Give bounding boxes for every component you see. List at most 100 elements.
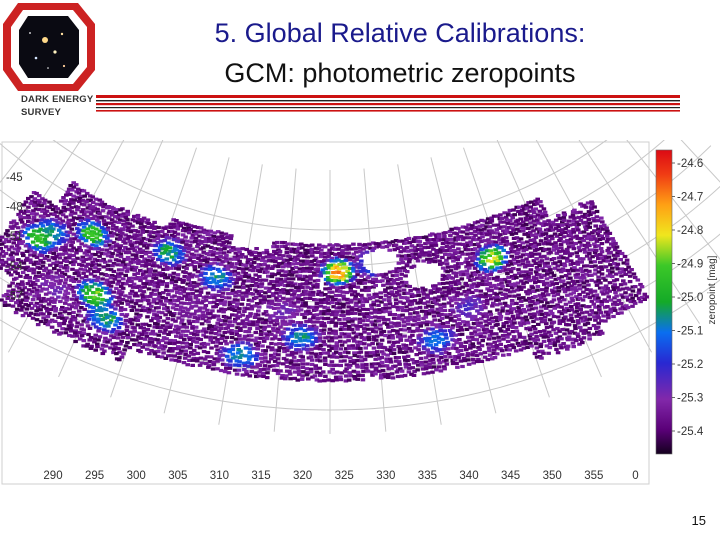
survey-tile: [80, 198, 86, 202]
survey-tile: [258, 368, 264, 372]
survey-tile: [154, 314, 160, 318]
survey-tile: [34, 291, 40, 295]
survey-tile: [108, 231, 114, 235]
survey-tile: [505, 312, 510, 316]
survey-tile: [111, 210, 116, 214]
survey-tile: [136, 335, 141, 339]
survey-tile: [394, 359, 399, 363]
survey-tile: [274, 298, 280, 302]
survey-tile: [341, 314, 346, 318]
survey-tile: [151, 261, 157, 265]
survey-tile: [132, 294, 138, 298]
survey-tile: [573, 241, 578, 246]
survey-tile: [441, 281, 446, 286]
survey-tile: [311, 290, 316, 294]
survey-tile: [445, 270, 450, 274]
survey-tile: [147, 308, 153, 312]
survey-tile: [325, 351, 331, 355]
survey-tile: [319, 252, 324, 256]
survey-tile: [303, 282, 309, 286]
survey-tile: [251, 320, 256, 324]
survey-tile: [99, 216, 104, 220]
survey-tile: [61, 196, 66, 200]
survey-tile: [9, 245, 14, 249]
survey-tile: [318, 343, 324, 347]
survey-tile: [77, 196, 83, 201]
survey-tile: [382, 321, 387, 325]
survey-tile: [538, 296, 544, 300]
survey-tile: [332, 259, 338, 263]
survey-tile: [224, 335, 230, 339]
survey-tile: [385, 322, 390, 326]
survey-tile: [533, 261, 538, 266]
survey-tile: [523, 315, 529, 319]
survey-tile: [386, 325, 391, 329]
survey-tile: [181, 278, 186, 282]
survey-tile: [309, 243, 315, 247]
survey-tile: [234, 330, 239, 334]
survey-tile: [489, 235, 494, 239]
survey-tile: [447, 296, 453, 300]
survey-tile: [222, 283, 228, 287]
survey-tile: [346, 317, 351, 321]
survey-tile: [222, 303, 227, 307]
survey-tile: [295, 363, 301, 367]
survey-tile: [603, 265, 609, 269]
survey-tile: [330, 285, 336, 289]
survey-tile: [341, 277, 346, 281]
survey-tile: [71, 246, 76, 250]
survey-tile: [203, 271, 208, 276]
survey-tile: [132, 329, 137, 333]
survey-tile: [234, 262, 240, 266]
survey-tile: [346, 247, 351, 251]
survey-tile: [70, 218, 75, 222]
survey-tile: [325, 281, 331, 285]
survey-tile: [34, 219, 39, 223]
survey-tile: [61, 206, 67, 210]
survey-tile: [51, 227, 56, 231]
survey-tile: [274, 280, 280, 284]
survey-tile: [32, 294, 37, 298]
survey-tile: [255, 327, 260, 331]
survey-tile: [499, 216, 504, 220]
survey-tile: [411, 264, 417, 268]
survey-tile: [216, 242, 222, 246]
survey-tile: [508, 311, 514, 315]
survey-tile: [416, 341, 422, 345]
survey-tile: [466, 236, 472, 240]
survey-tile: [250, 292, 256, 296]
survey-tile: [69, 206, 74, 210]
survey-tile: [190, 233, 196, 237]
survey-tile: [301, 370, 306, 374]
survey-tile: [322, 245, 328, 249]
survey-tile: [156, 350, 161, 354]
survey-tile: [211, 288, 216, 292]
survey-tile: [509, 254, 514, 258]
survey-tile: [424, 323, 430, 327]
survey-tile: [450, 338, 455, 342]
survey-tile: [279, 333, 284, 337]
survey-tile: [509, 242, 515, 246]
survey-tile: [166, 241, 171, 245]
survey-tile: [480, 223, 485, 227]
survey-tile: [343, 258, 349, 262]
survey-tile: [194, 274, 200, 278]
survey-tile: [371, 346, 377, 350]
survey-tile: [278, 290, 284, 294]
survey-tile: [68, 200, 73, 205]
survey-tile: [495, 322, 500, 327]
survey-tile: [377, 308, 382, 312]
survey-tile: [66, 187, 72, 191]
survey-tile: [566, 268, 571, 273]
survey-tile: [456, 227, 461, 231]
survey-tile: [373, 357, 378, 361]
survey-tile: [346, 305, 351, 309]
survey-tile: [491, 348, 497, 352]
survey-tile: [486, 229, 492, 233]
survey-tile: [333, 297, 338, 302]
survey-tile: [94, 303, 99, 307]
survey-tile: [39, 250, 44, 254]
survey-tile: [501, 229, 506, 233]
survey-tile: [319, 293, 324, 297]
survey-tile: [292, 296, 298, 300]
